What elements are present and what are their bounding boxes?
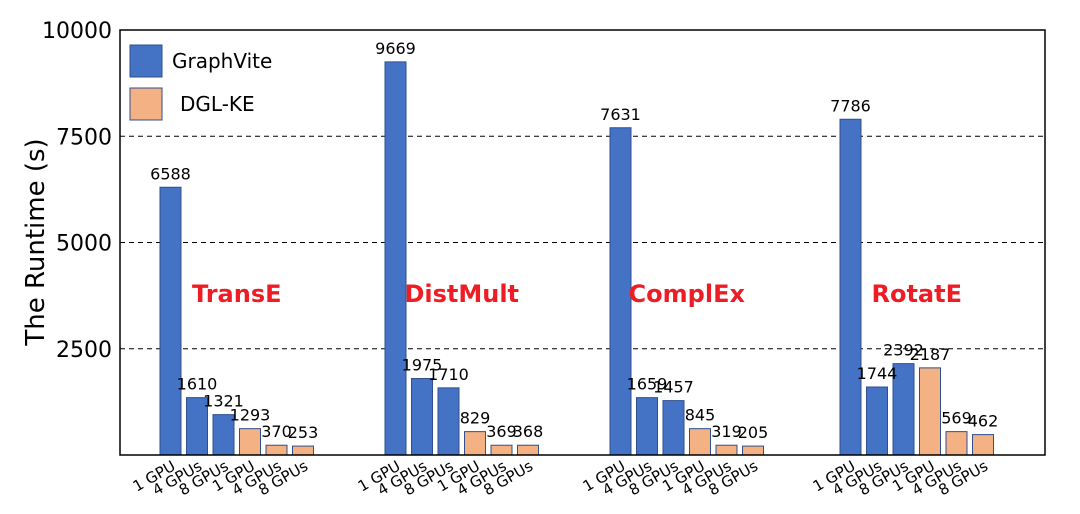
bar-distmult-dgl-ke-1gpu <box>464 431 486 456</box>
data-label: 1293 <box>230 406 271 425</box>
data-label: 370 <box>261 422 292 441</box>
data-label: 368 <box>513 422 544 441</box>
bar-complex-graphvite-8gpus <box>662 400 685 456</box>
y-axis-ticks: 2500 5000 7500 10000 <box>42 19 112 363</box>
data-label: 253 <box>288 423 319 442</box>
y-tick-label: 5000 <box>56 232 112 257</box>
bar-complex-dgl-ke-1gpu <box>689 428 711 456</box>
data-label: 9669 <box>375 39 416 58</box>
bar-distmult-graphvite-4gpus <box>411 378 433 456</box>
bar-distmult-graphvite-1gpu <box>384 61 407 456</box>
data-label: 205 <box>738 423 769 442</box>
bar-rotate-dgl-ke-8gpus <box>972 434 994 456</box>
data-label: 1710 <box>428 365 469 384</box>
legend: GraphVite DGL-KE <box>129 44 272 121</box>
data-label: 2187 <box>910 345 951 364</box>
bar-transe-graphvite-1gpu <box>159 186 182 456</box>
model-label-distmult: DistMult <box>404 280 519 308</box>
data-label: 1457 <box>653 378 694 397</box>
bar-complex-dgl-ke-8gpus <box>742 445 764 456</box>
gridlines <box>120 135 1045 350</box>
legend-label-graphvite: GraphVite <box>172 49 272 73</box>
data-label: 6588 <box>150 164 191 183</box>
model-label-rotate: RotatE <box>871 280 962 308</box>
bar-complex-dgl-ke-4gpus <box>715 444 738 456</box>
bar-transe-dgl-ke-8gpus <box>292 445 314 456</box>
bar-distmult-dgl-ke-4gpus <box>490 444 513 456</box>
data-label: 2392 <box>883 341 924 360</box>
data-label: 1659 <box>627 375 668 394</box>
legend-swatch-graphvite <box>129 44 163 78</box>
data-label: 569 <box>941 409 972 428</box>
data-label: 829 <box>460 409 491 428</box>
bar-rotate-dgl-ke-1gpu <box>919 367 941 456</box>
data-label: 1610 <box>177 375 218 394</box>
y-axis-label: The Runtime (s) <box>21 138 51 346</box>
data-label: 319 <box>711 422 742 441</box>
data-label: 7631 <box>600 105 641 124</box>
bar-complex-graphvite-4gpus <box>636 397 658 456</box>
legend-swatch-dglke <box>129 87 163 121</box>
data-label: 369 <box>486 422 517 441</box>
bar-distmult-dgl-ke-8gpus <box>517 444 539 456</box>
plot-frame <box>119 29 1046 456</box>
data-label: 7786 <box>830 96 871 115</box>
data-label: 462 <box>968 412 999 431</box>
data-label: 1975 <box>402 356 443 375</box>
data-label: 845 <box>685 406 716 425</box>
data-label: 1744 <box>857 364 898 383</box>
y-tick-label: 7500 <box>56 125 112 150</box>
bar-distmult-graphvite-8gpus <box>437 387 460 456</box>
model-label-transe: TransE <box>192 280 282 308</box>
bars-layer <box>159 61 994 456</box>
bar-transe-dgl-ke-4gpus <box>265 444 288 456</box>
bar-rotate-graphvite-4gpus <box>866 386 888 456</box>
bar-rotate-graphvite-1gpu <box>839 118 862 456</box>
legend-label-dglke: DGL-KE <box>180 92 255 116</box>
y-tick-label: 10000 <box>42 19 112 44</box>
model-label-complex: ComplEx <box>629 280 746 308</box>
bar-rotate-dgl-ke-4gpus <box>945 431 968 456</box>
bar-transe-dgl-ke-1gpu <box>239 428 261 456</box>
data-label: 1321 <box>203 392 244 411</box>
y-tick-label: 2500 <box>56 338 112 363</box>
